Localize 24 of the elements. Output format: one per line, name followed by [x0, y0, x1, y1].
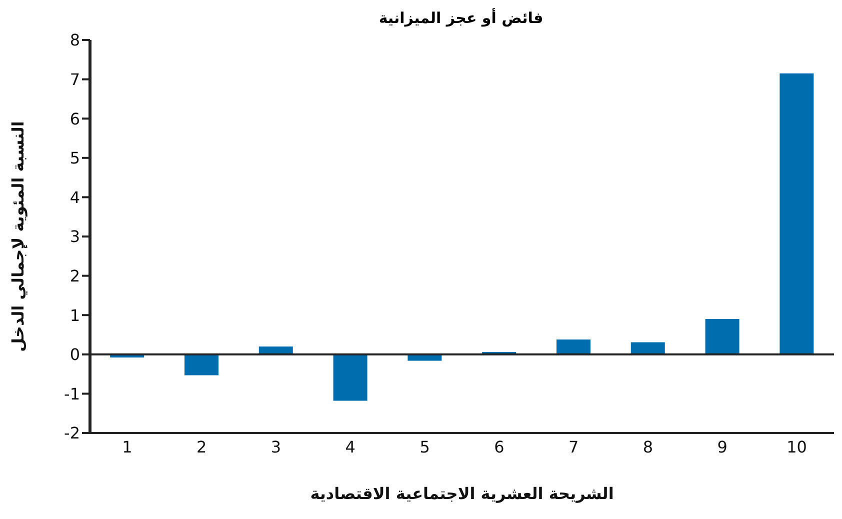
x-tick-label: 10 [786, 437, 807, 456]
y-tick-label: 3 [70, 227, 80, 246]
y-tick-label: 2 [70, 266, 80, 286]
y-tick-label: 1 [70, 306, 80, 325]
y-tick-label: 4 [70, 188, 80, 207]
y-tick-label: 7 [70, 70, 80, 89]
x-tick-label: 6 [494, 437, 504, 456]
y-tick-label: 8 [70, 30, 80, 50]
y-tick-label: -1 [64, 384, 80, 404]
x-tick-label: 9 [717, 437, 728, 456]
x-tick-label: 7 [568, 437, 579, 456]
x-tick-label: 4 [345, 437, 356, 456]
x-tick-label: 1 [122, 437, 132, 456]
x-tick-label: 3 [270, 437, 282, 456]
y-axis-title: النسبة المئوية لإجمالي الدخل [8, 121, 28, 352]
x-tick-label: 8 [642, 437, 654, 456]
x-tick-label: 5 [420, 437, 430, 456]
y-tick-label: -2 [64, 424, 80, 443]
y-tick-label: 5 [70, 148, 80, 168]
x-tick-label: 2 [196, 437, 207, 456]
x-axis-title: الشريحة العشرية الاجتماعية الاقتصادية [310, 484, 614, 503]
y-tick-label: 6 [70, 109, 80, 128]
chart-title: فائض أو عجز الميزانية [378, 8, 544, 29]
y-tick-label: 0 [70, 345, 80, 364]
